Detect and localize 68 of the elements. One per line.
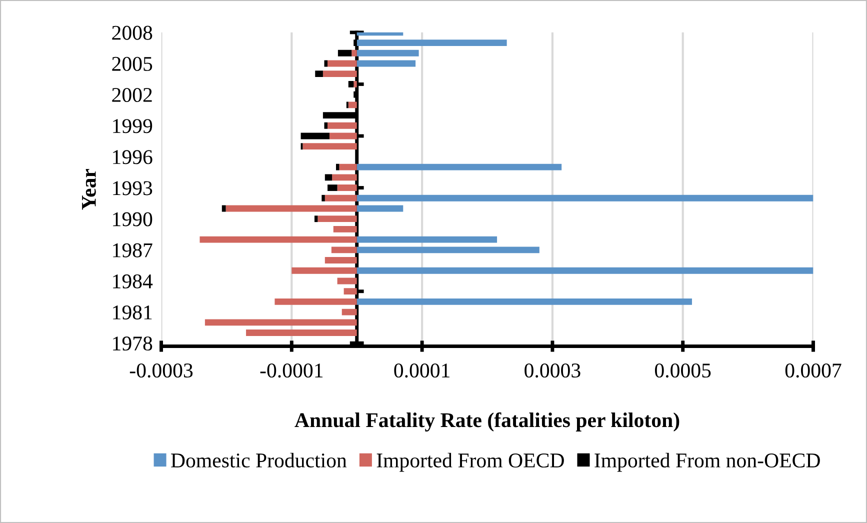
legend-label: Domestic Production	[171, 452, 347, 468]
x-tick-label: -0.0003	[130, 363, 193, 378]
x-tick-label: 0.0003	[524, 363, 580, 378]
bar	[328, 60, 357, 67]
bar	[354, 81, 357, 88]
bar	[337, 278, 357, 284]
bar	[315, 70, 323, 78]
y-tick-label: 2008	[112, 26, 152, 40]
bar	[226, 205, 357, 212]
y-tick-label: 1996	[113, 150, 152, 164]
x-axis-title: Annual Fatality Rate (fatalities per kiloton)	[294, 412, 680, 432]
bar	[300, 132, 330, 140]
y-tick-label: 2005	[112, 56, 152, 71]
bar	[338, 50, 352, 56]
bar	[302, 143, 357, 150]
y-tick-label: 1993	[113, 181, 152, 196]
bar	[356, 194, 814, 202]
bar	[348, 102, 357, 108]
bar	[324, 122, 328, 129]
bar	[356, 298, 692, 305]
bar	[356, 60, 416, 67]
bar	[314, 216, 318, 222]
bar	[292, 267, 357, 274]
bar	[324, 174, 332, 181]
bar	[356, 236, 498, 243]
legend-label: Imported From non-OECD	[594, 452, 820, 472]
bar	[356, 50, 419, 56]
bar	[246, 330, 357, 336]
x-tick-label: -0.0001	[260, 363, 323, 378]
bar	[356, 40, 507, 46]
bar	[329, 132, 357, 140]
y-axis-title: Year	[82, 168, 96, 210]
y-tick-label: 1999	[113, 119, 152, 134]
bar	[318, 216, 357, 222]
bar	[324, 194, 357, 202]
bar	[222, 205, 226, 212]
bar	[200, 236, 357, 243]
bar	[333, 226, 357, 232]
y-tick-label: 1981	[113, 305, 152, 320]
bar	[336, 164, 340, 170]
bar	[322, 194, 325, 202]
y-tick-label: 1978	[113, 336, 152, 351]
bar	[331, 246, 357, 254]
bar	[324, 257, 357, 264]
bar	[337, 184, 357, 191]
x-tick-label: 0.0001	[394, 363, 450, 378]
bar	[352, 50, 357, 56]
y-tick-label: 2002	[112, 88, 152, 102]
legend-label: Imported From OECD	[376, 452, 564, 472]
y-tick-label: 1984	[113, 274, 153, 288]
bar	[204, 319, 357, 326]
y-tick-label: 1987	[113, 243, 152, 258]
bar	[332, 174, 357, 181]
bar	[274, 298, 357, 305]
bar	[344, 288, 357, 295]
bar	[339, 164, 357, 170]
bar	[342, 308, 357, 316]
bar	[348, 81, 354, 88]
bar	[328, 184, 338, 191]
bar	[356, 246, 540, 254]
bar	[356, 205, 404, 212]
x-tick-label: 0.0007	[785, 363, 842, 378]
bar	[356, 267, 814, 274]
y-tick-label: 1990	[113, 212, 152, 226]
bar	[356, 164, 562, 170]
x-tick-label: 0.0005	[655, 363, 711, 378]
bar	[328, 122, 357, 129]
bar	[322, 70, 357, 78]
